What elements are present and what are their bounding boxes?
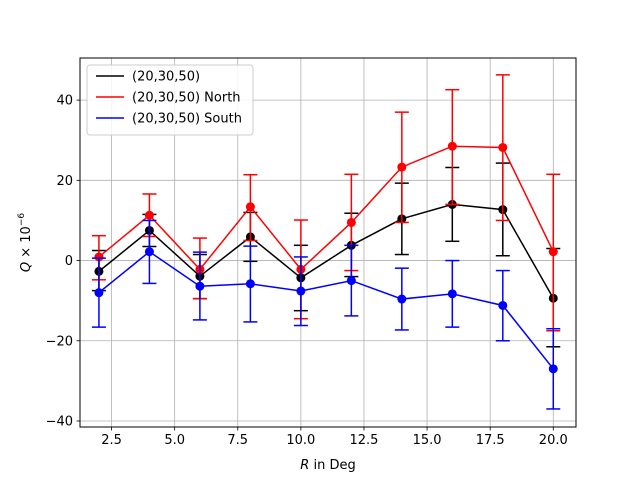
series-2 bbox=[91, 219, 561, 410]
axes: 2.5 5.0 7.5 10.0 12.5 15.0 17.5 20.0 −40 −20 0 20 40 bbox=[46, 94, 568, 448]
data-point bbox=[144, 247, 154, 257]
legend: (20,30,50) (20,30,50) North (20,30,50) Sou… bbox=[86, 64, 254, 136]
legend-box bbox=[86, 64, 254, 136]
y-tick-label: 20 bbox=[56, 174, 73, 189]
x-tick-label: 2.5 bbox=[101, 433, 122, 448]
x-tick-label: 5.0 bbox=[164, 433, 185, 448]
y-axis-label-scale: × 10 bbox=[19, 226, 34, 262]
x-tick-label: 10.0 bbox=[286, 433, 315, 448]
x-tick-label: 15.0 bbox=[413, 433, 442, 448]
legend-entry: (20,30,50) bbox=[132, 70, 200, 85]
data-point bbox=[245, 202, 255, 212]
y-tick-label: −20 bbox=[46, 334, 73, 349]
data-point bbox=[447, 289, 457, 299]
data-point bbox=[195, 281, 205, 291]
data-point bbox=[447, 141, 457, 151]
series-layer bbox=[91, 74, 561, 410]
y-tick-label: −40 bbox=[46, 414, 73, 429]
series-line bbox=[98, 145, 554, 271]
data-point bbox=[94, 252, 104, 262]
x-axis-label-variable: R bbox=[300, 458, 309, 473]
data-point bbox=[498, 142, 508, 152]
y-axis-label-exponent: −6 bbox=[17, 213, 27, 227]
series-line bbox=[98, 203, 554, 299]
data-point bbox=[94, 288, 104, 298]
y-tick-label: 40 bbox=[56, 94, 73, 109]
x-axis-label: R in Deg bbox=[300, 458, 355, 473]
data-point bbox=[548, 247, 558, 257]
y-tick-label: 0 bbox=[65, 254, 73, 269]
data-point bbox=[346, 276, 356, 286]
data-point bbox=[498, 300, 508, 310]
series-line bbox=[98, 250, 554, 370]
x-tick-label: 7.5 bbox=[227, 433, 248, 448]
y-axis-label-variable: Q bbox=[19, 262, 34, 272]
legend-entry: (20,30,50) South bbox=[132, 112, 242, 127]
x-axis-label-unit: in Deg bbox=[309, 458, 355, 473]
data-point bbox=[245, 279, 255, 289]
data-point bbox=[296, 286, 306, 296]
data-point bbox=[548, 364, 558, 374]
legend-entry: (20,30,50) North bbox=[132, 91, 241, 106]
x-tick-label: 17.5 bbox=[476, 433, 505, 448]
x-tick-label: 12.5 bbox=[349, 433, 378, 448]
x-tick-label: 20.0 bbox=[539, 433, 568, 448]
data-point bbox=[346, 217, 356, 227]
data-point bbox=[397, 162, 407, 172]
plot-frame bbox=[79, 57, 577, 428]
y-axis-label: Q × 10−6 bbox=[17, 213, 34, 272]
data-point bbox=[397, 294, 407, 304]
data-point bbox=[144, 210, 154, 220]
